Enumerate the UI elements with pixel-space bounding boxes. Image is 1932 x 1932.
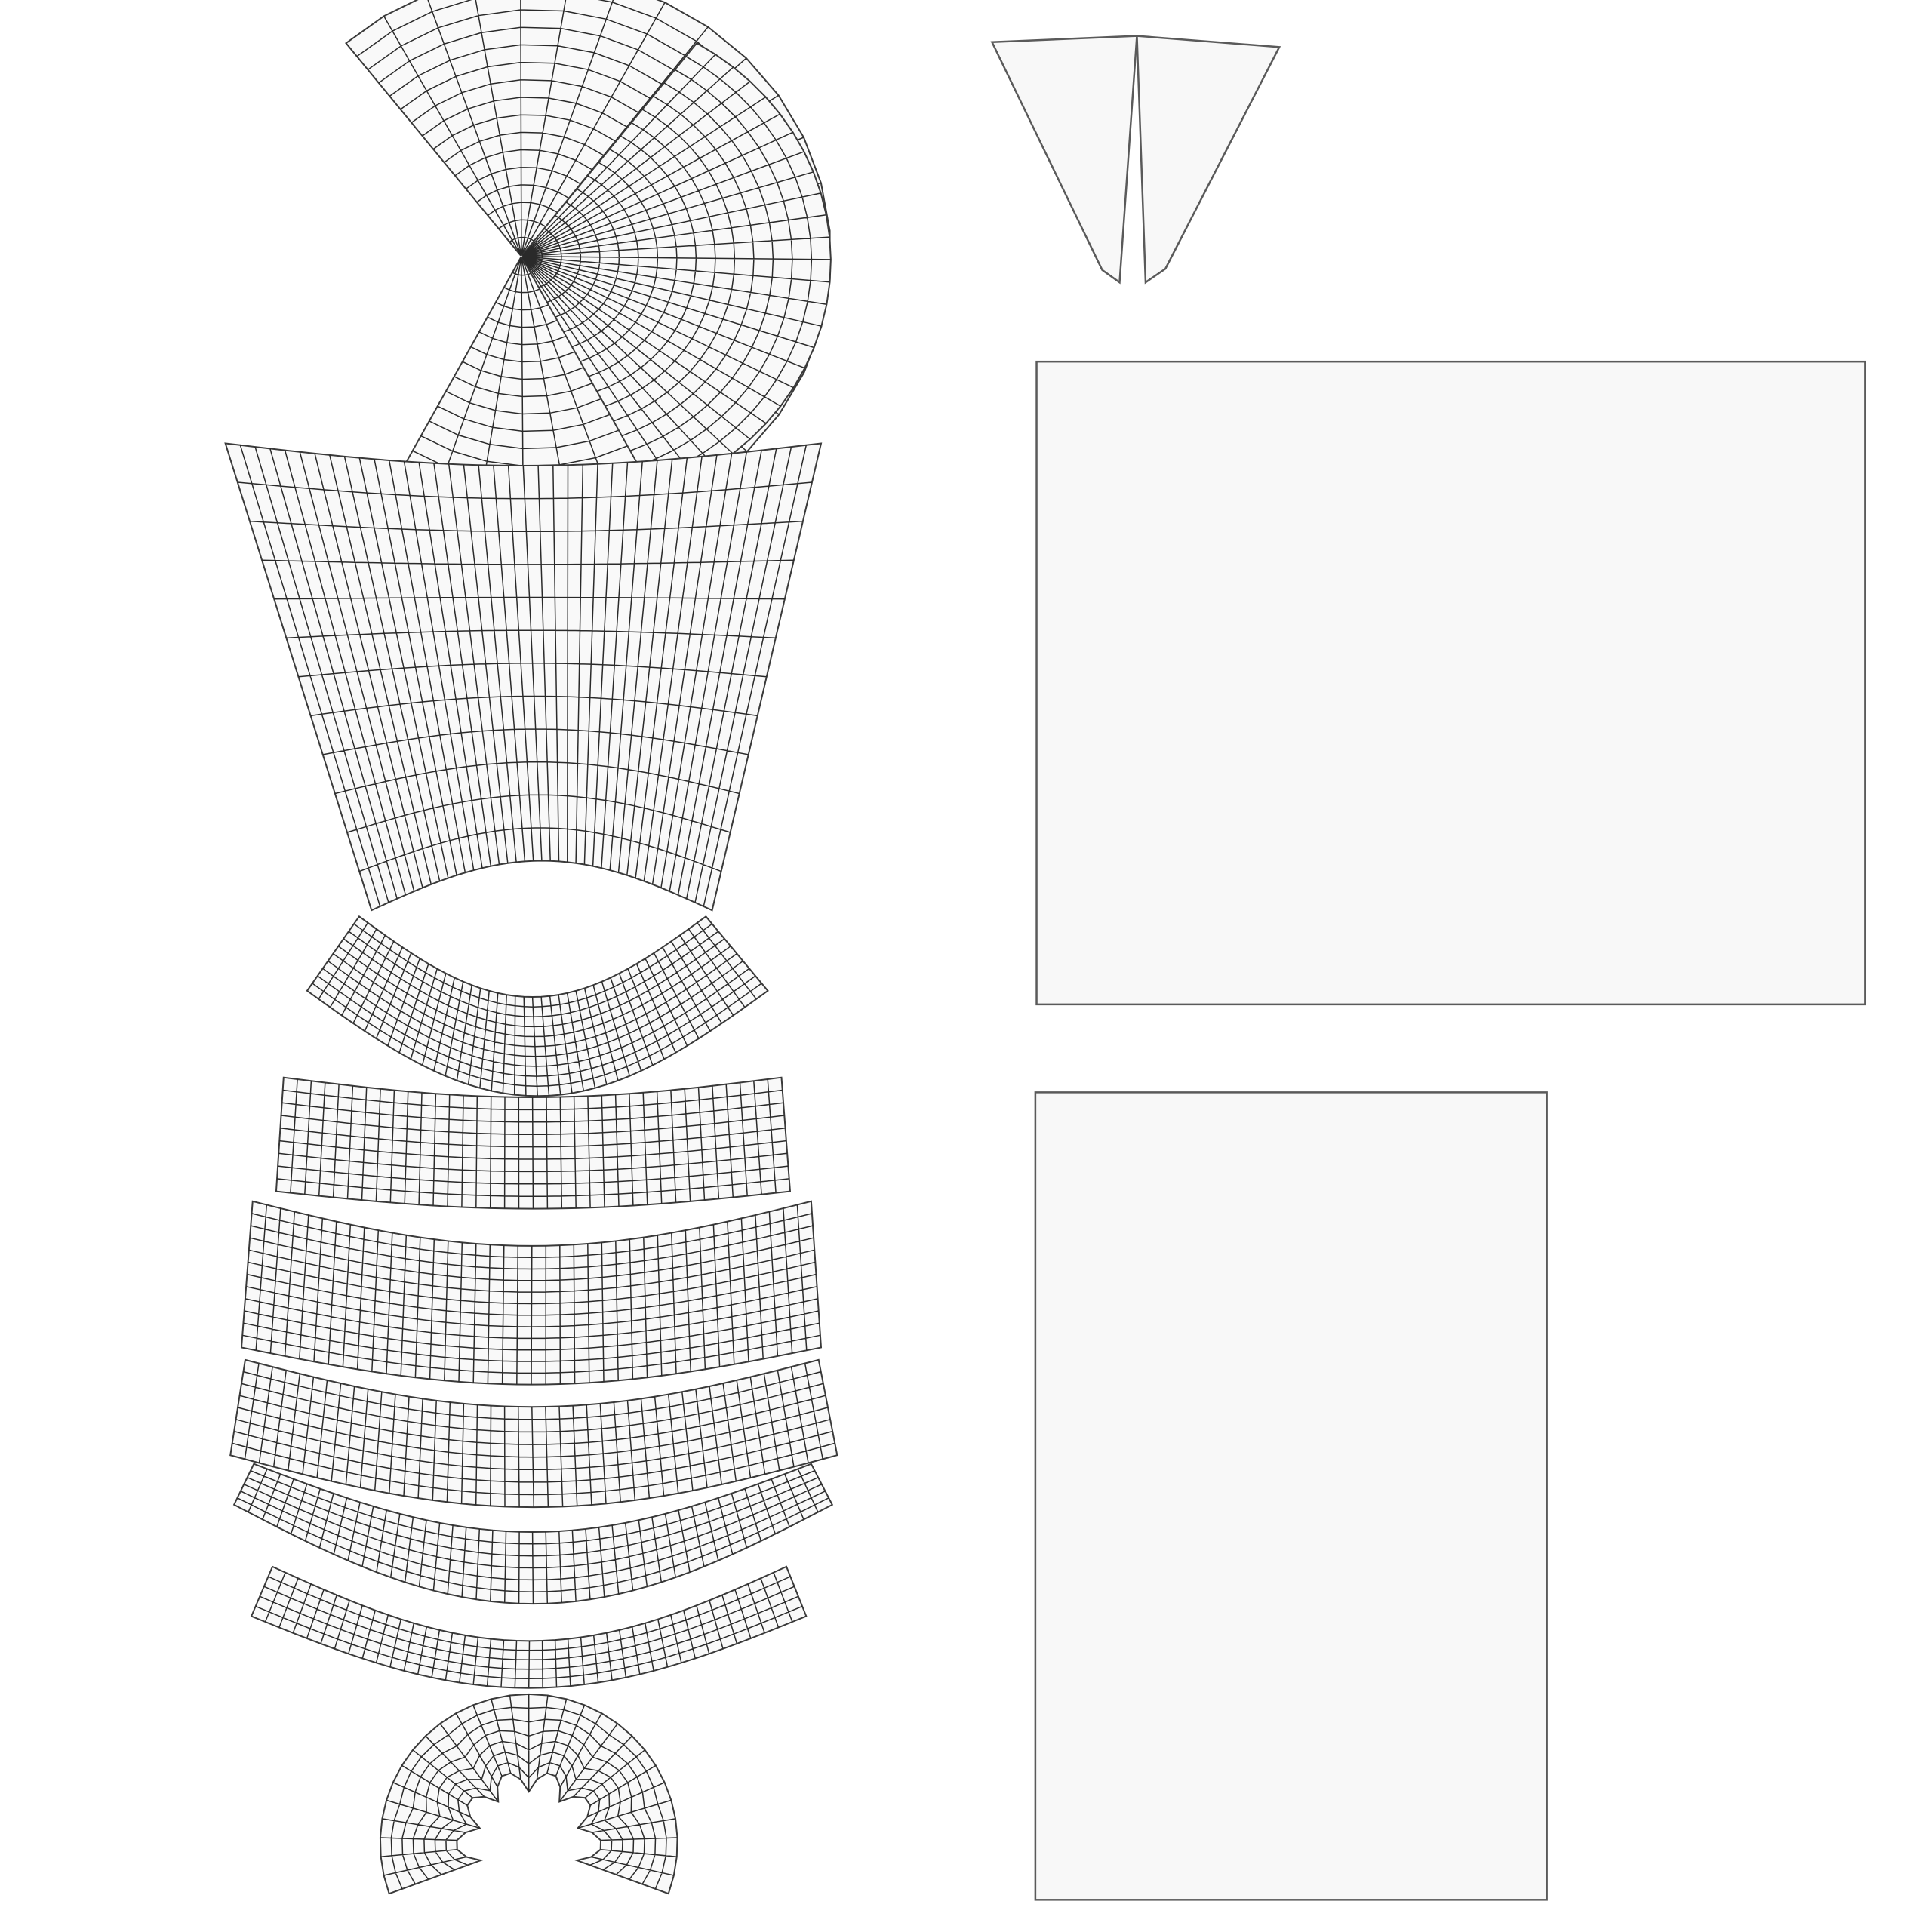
uv-island-band-4 bbox=[232, 1463, 834, 1605]
uv-island-band-3-outline bbox=[229, 1358, 838, 1509]
uv-island-band-5-mesh bbox=[255, 1572, 803, 1688]
uv-island-band-4-mesh bbox=[237, 1469, 829, 1604]
uv-island-torso-upper bbox=[224, 442, 823, 912]
uv-island-band-3 bbox=[229, 1358, 838, 1509]
uv-island-torso-crescent bbox=[306, 915, 769, 1097]
uv-island-rect-large bbox=[1035, 360, 1866, 1006]
uv-island-torso-upper-mesh bbox=[237, 445, 813, 907]
uv-island-spike-right bbox=[1136, 35, 1281, 285]
uv-island-neck-cup-right bbox=[521, 42, 832, 497]
uv-island-base-fan-outline bbox=[379, 1693, 678, 1895]
uv-island-band-5 bbox=[250, 1565, 808, 1689]
uv-island-rect-tall bbox=[1034, 1091, 1548, 1901]
uv-island-band-2 bbox=[240, 1200, 823, 1386]
uv-island-band-1 bbox=[275, 1076, 792, 1210]
uv-island-neck-cup-right-mesh bbox=[521, 54, 831, 488]
uv-island-band-4-outline bbox=[232, 1463, 834, 1605]
uv-island-band-5-outline bbox=[250, 1565, 808, 1689]
uv-island-torso-crescent-mesh bbox=[312, 922, 762, 1097]
uv-island-base-fan bbox=[379, 1693, 678, 1895]
islands-layer bbox=[224, 0, 1866, 1901]
uv-island-base-fan-mesh bbox=[380, 1694, 678, 1890]
uv-island-band-1-mesh bbox=[276, 1078, 789, 1209]
uv-island-band-3-mesh bbox=[232, 1363, 835, 1508]
uv-island-band-2-mesh bbox=[242, 1204, 821, 1385]
uv-island-spike bbox=[990, 35, 1281, 285]
uv-island-torso-upper-outline bbox=[224, 442, 823, 912]
uv-island-spike-left bbox=[990, 35, 1138, 285]
